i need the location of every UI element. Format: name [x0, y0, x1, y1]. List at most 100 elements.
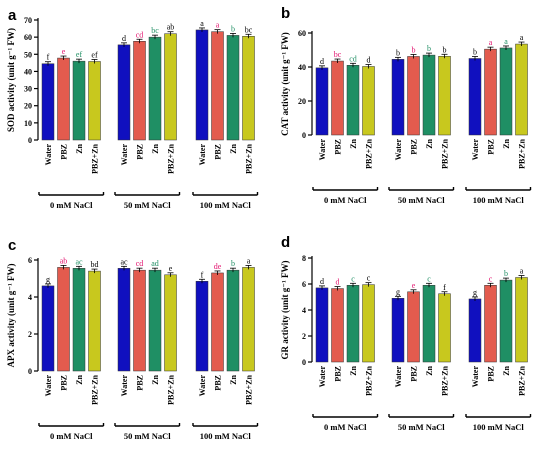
significance-letter: a	[489, 38, 493, 47]
category-label: PBZ+Zn	[245, 143, 254, 173]
bar	[117, 44, 131, 141]
category-label: PBZ	[410, 366, 419, 382]
significance-letter: ab	[167, 23, 175, 32]
bar	[211, 31, 224, 141]
category-label: Zn	[425, 365, 434, 375]
panel-d: d 0 2 4 6 8 GR activity (unit g⁻¹ FW) d Water d PB…	[280, 234, 532, 432]
significance-letter: b	[427, 44, 431, 53]
y-tick-label: 6	[28, 256, 32, 265]
y-tick-label: 10	[24, 119, 32, 128]
bar	[195, 29, 209, 141]
y-tick-label: 0	[302, 358, 306, 367]
category-label: Zn	[151, 143, 160, 153]
bar	[422, 54, 436, 136]
panel-letter: d	[281, 234, 290, 251]
bar	[484, 48, 497, 136]
significance-letter: g	[46, 275, 50, 284]
significance-letter: c	[351, 274, 355, 283]
bar	[88, 270, 101, 372]
significance-letter: e	[62, 47, 66, 56]
bar	[41, 63, 55, 141]
significance-letter: a	[520, 267, 524, 276]
category-label: PBZ	[136, 375, 145, 391]
bar	[331, 288, 344, 363]
y-tick-label: 0	[28, 136, 32, 145]
significance-letter: d	[367, 55, 371, 64]
significance-letter: a	[520, 33, 524, 42]
group-label: 100 mM NaCl	[200, 200, 252, 210]
significance-letter: d	[122, 34, 126, 43]
significance-letter: a	[200, 19, 204, 28]
group-label: 0 mM NaCl	[50, 200, 93, 210]
category-label: PBZ+Zn	[167, 143, 176, 173]
y-tick-label: 50	[24, 50, 32, 59]
category-label: PBZ+Zn	[91, 374, 100, 404]
group-label: 100 mM NaCl	[473, 195, 525, 205]
bar	[484, 285, 497, 363]
category-label: Water	[44, 375, 53, 397]
bar	[468, 58, 482, 136]
significance-letter: cd	[136, 30, 144, 39]
category-label: PBZ+Zn	[167, 374, 176, 404]
significance-letter: ac	[120, 257, 128, 266]
significance-letter: ac	[75, 257, 83, 266]
y-axis-label: APX activity (unit g⁻¹ FW)	[6, 264, 16, 368]
bar	[362, 284, 375, 363]
significance-letter: ab	[60, 256, 68, 265]
significance-letter: bc	[151, 26, 159, 35]
category-label: Water	[318, 366, 327, 388]
category-label: Water	[471, 366, 480, 388]
category-label: Zn	[502, 365, 511, 375]
bar	[391, 59, 405, 136]
y-tick-label: 8	[302, 254, 306, 263]
bar	[57, 267, 70, 372]
panel-a: a 0 10 20 30 40 50 60 70 SOD activity (unit g⁻¹ F…	[6, 7, 259, 210]
y-tick-label: 6	[302, 280, 306, 289]
category-label: PBZ+Zn	[518, 365, 527, 395]
bar	[242, 36, 255, 141]
group-label: 0 mM NaCl	[50, 431, 93, 441]
group-label: 50 mM NaCl	[398, 195, 445, 205]
y-tick-label: 20	[24, 102, 32, 111]
category-label: Zn	[349, 365, 358, 375]
bar	[362, 66, 375, 136]
bar	[72, 60, 86, 141]
group-label: 50 mM NaCl	[398, 422, 445, 432]
bar	[438, 293, 451, 363]
category-label: PBZ+Zn	[365, 138, 374, 168]
significance-letter: bd	[91, 260, 99, 269]
y-axis-label: SOD activity (unit g⁻¹ FW)	[6, 28, 16, 132]
significance-letter: a	[216, 21, 220, 30]
group-label: 50 mM NaCl	[124, 431, 171, 441]
bar	[315, 67, 329, 136]
bar	[88, 61, 101, 141]
bar	[211, 272, 224, 372]
significance-letter: b	[504, 269, 508, 278]
bar	[315, 287, 329, 363]
significance-letter: c	[489, 274, 493, 283]
significance-letter: ef	[76, 50, 83, 59]
bar	[133, 269, 146, 372]
category-label: PBZ	[487, 366, 496, 382]
significance-letter: cd	[136, 259, 144, 268]
bar	[41, 285, 55, 372]
category-label: PBZ+Zn	[518, 138, 527, 168]
y-axis-label: GR activity (unit g⁻¹ FW)	[280, 261, 290, 360]
y-tick-label: 70	[24, 16, 32, 25]
bar	[499, 279, 513, 363]
category-label: PBZ	[136, 144, 145, 160]
category-label: Water	[198, 144, 207, 166]
significance-letter: d	[320, 57, 324, 66]
category-label: PBZ+Zn	[91, 143, 100, 173]
significance-letter: e	[169, 264, 173, 273]
category-label: PBZ+Zn	[441, 365, 450, 395]
y-tick-label: 60	[24, 33, 32, 42]
significance-letter: a	[247, 256, 251, 265]
significance-letter: c	[427, 274, 431, 283]
category-label: Zn	[229, 143, 238, 153]
bar	[407, 291, 420, 363]
bar	[407, 56, 420, 136]
category-label: PBZ	[60, 144, 69, 160]
panel-letter: a	[8, 7, 17, 24]
category-label: Water	[198, 375, 207, 397]
